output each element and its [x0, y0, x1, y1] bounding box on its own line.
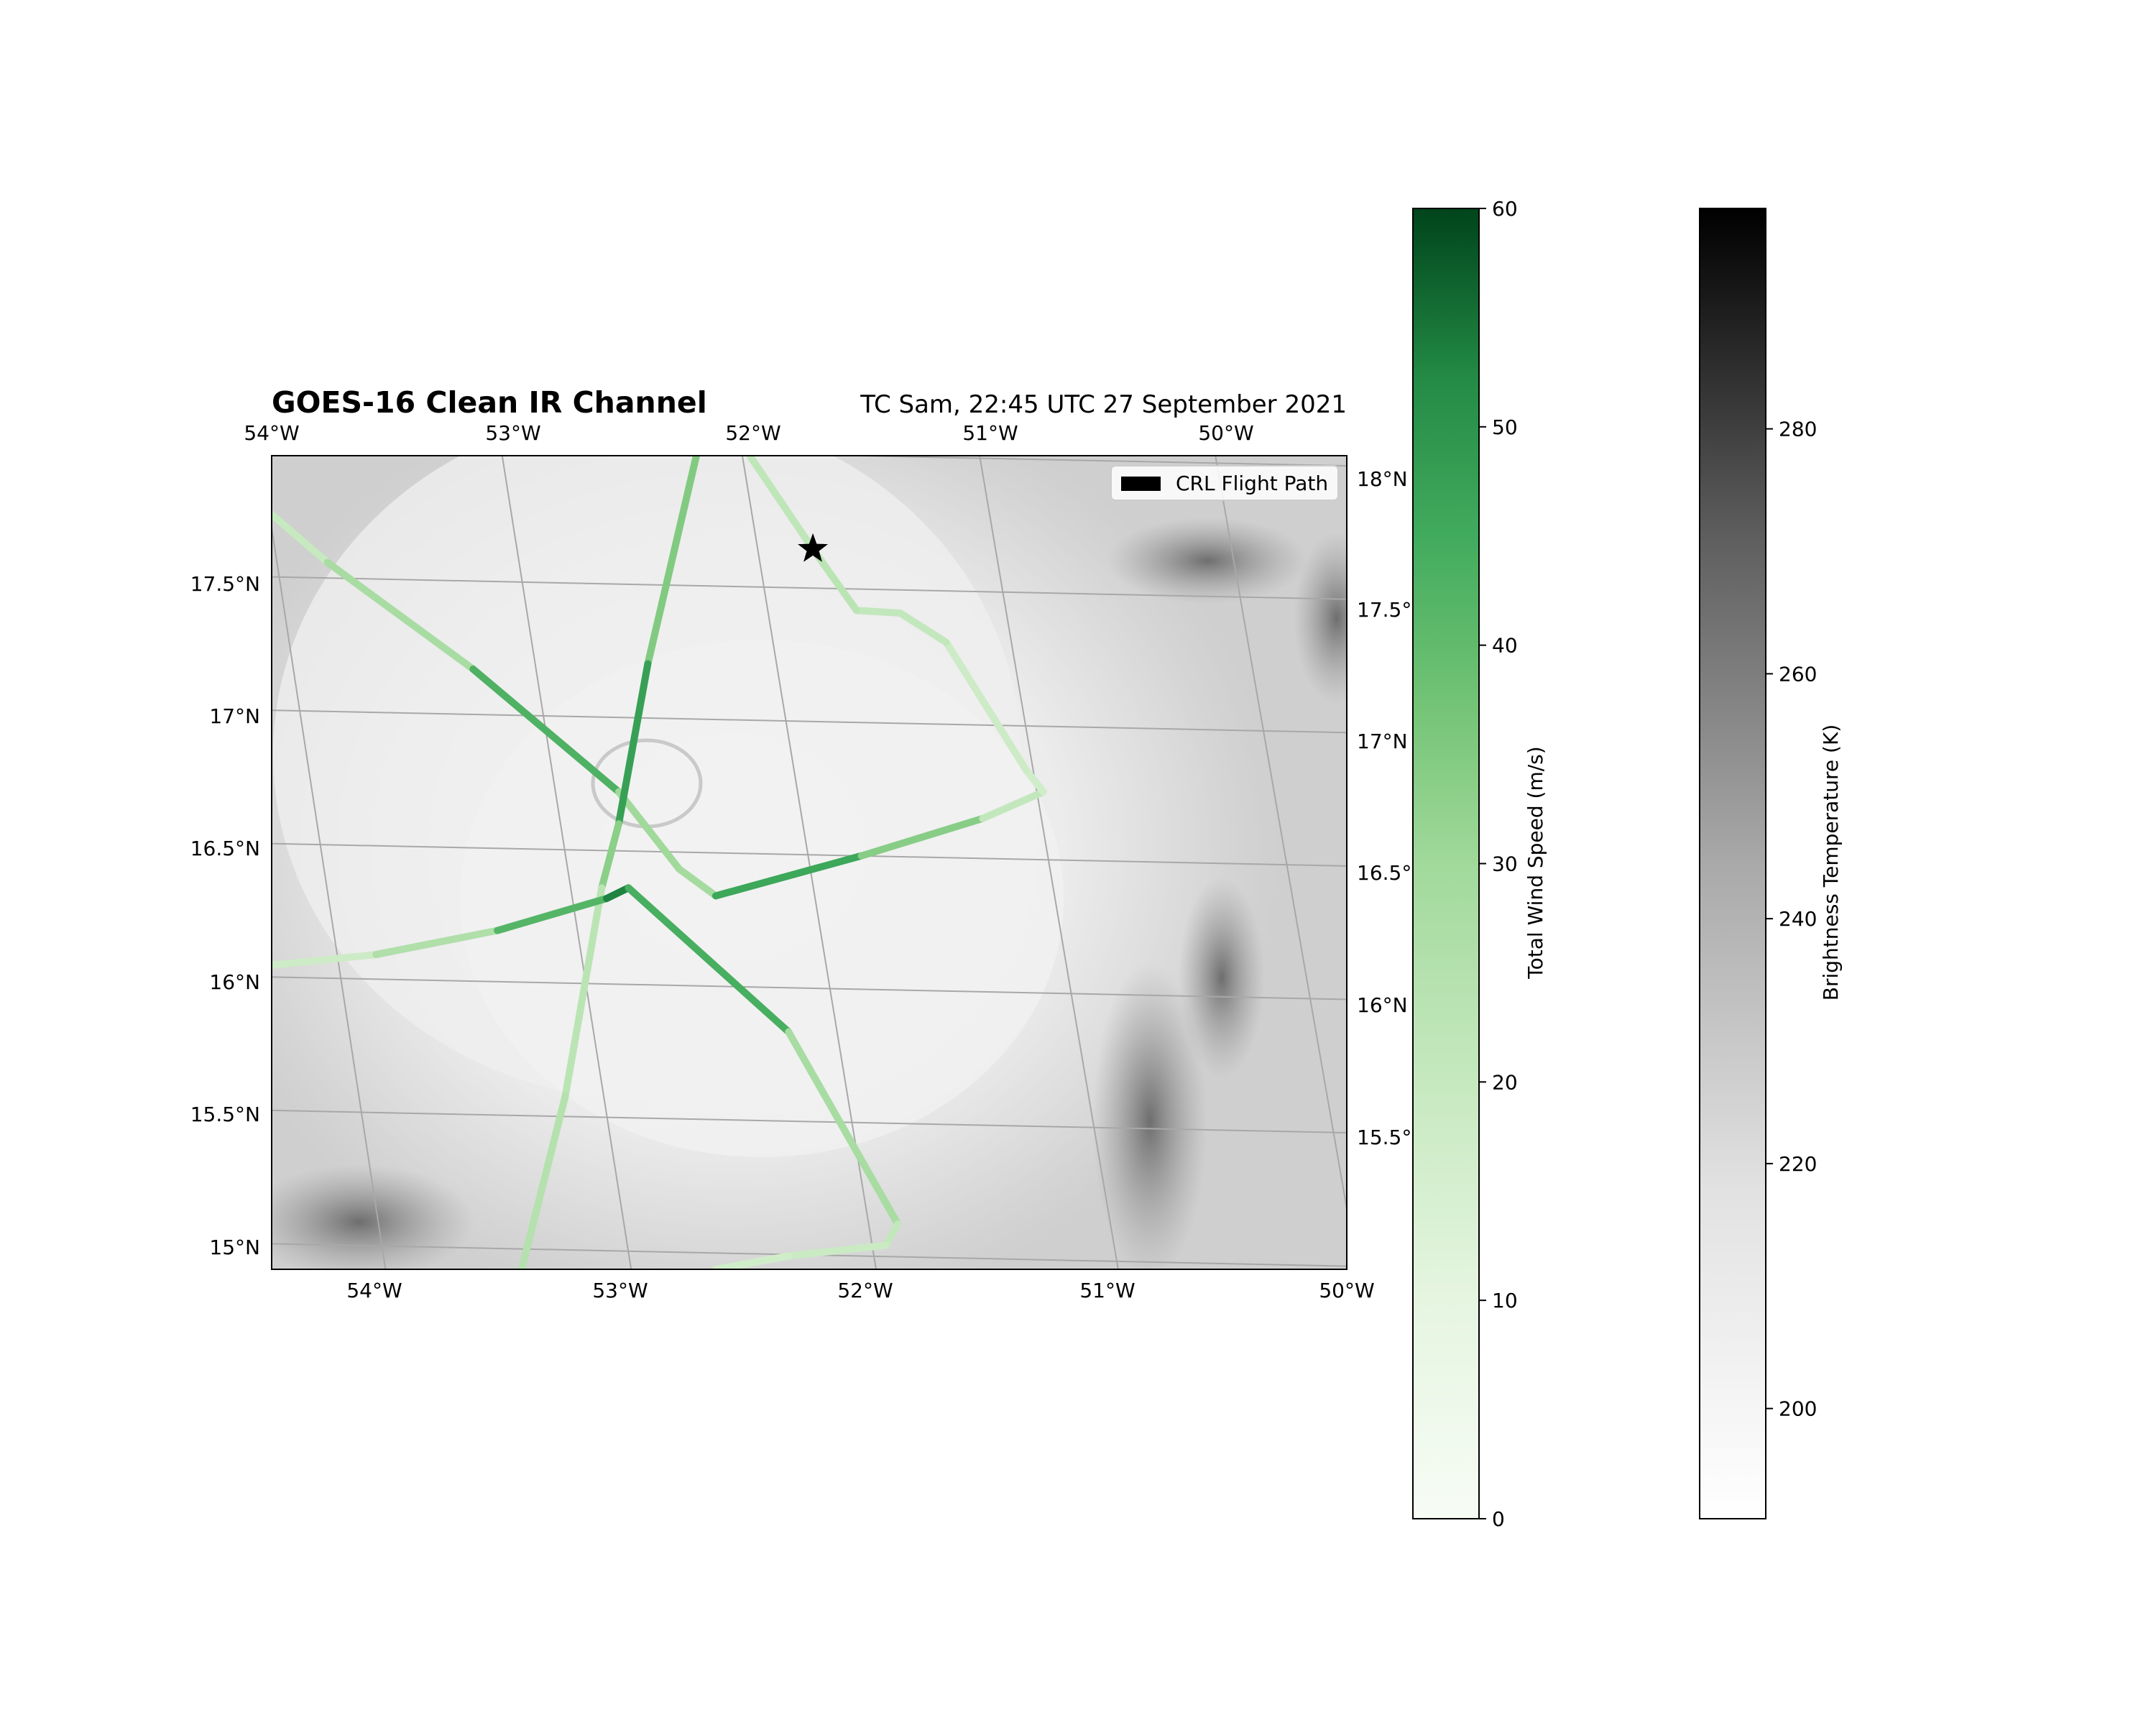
gridline — [1215, 456, 1347, 1213]
flight-track-segment — [711, 1252, 793, 1269]
gridline — [272, 842, 1347, 867]
colorbar-wind-speed: 60 50 40 30 20 10 0 Total Wind Speed (m/s) — [1412, 197, 1547, 1531]
tick-label: 16°N — [209, 970, 260, 994]
tick-label: 16.5°N — [190, 837, 260, 860]
gridline — [272, 1109, 1347, 1134]
colorbar-gradient — [1699, 208, 1766, 1519]
colorbar-tick-label: 240 — [1779, 907, 1817, 931]
colorbar-ticks: 280 260 240 220 200 — [1766, 418, 1817, 1421]
colorbar-label: Brightness Temperature (K) — [1819, 724, 1843, 1001]
tick-label: 50°W — [1319, 1279, 1374, 1302]
left-lat-ticks: 17.5°N 17°N 16.5°N 16°N 15.5°N 15°N — [190, 572, 260, 1259]
legend: CRL Flight Path — [1110, 465, 1339, 501]
star-marker — [798, 533, 828, 562]
tick-label: 16.5° — [1357, 861, 1411, 885]
chart-title: GOES-16 Clean IR Channel — [272, 385, 707, 420]
tick-label: 15.5° — [1357, 1126, 1411, 1149]
colorbar-tick-label: 280 — [1779, 418, 1817, 441]
chart-subtitle: TC Sam, 22:45 UTC 27 September 2021 — [860, 390, 1347, 419]
legend-swatch — [1121, 477, 1161, 491]
flight-track-segment — [614, 788, 683, 873]
tick-label: 52°W — [837, 1279, 893, 1302]
flight-track-segment — [625, 884, 793, 1036]
gridline — [272, 709, 1347, 734]
flight-track-segment — [372, 926, 502, 959]
tick-label: 16°N — [1357, 993, 1408, 1017]
gridline — [501, 456, 632, 1269]
flight-track-segment — [272, 510, 331, 566]
colorbar-tick-label: 60 — [1492, 197, 1518, 221]
flight-track-segment — [852, 607, 904, 617]
tick-label: 50°W — [1198, 421, 1253, 445]
flight-track-segment — [272, 951, 380, 969]
map-panel: CRL Flight Path 54°W 53°W 52°W 51°W 50°W… — [190, 421, 1412, 1302]
legend-label: CRL Flight Path — [1176, 472, 1328, 495]
flight-track-segment — [323, 558, 477, 673]
right-lat-ticks: 18°N 17.5° 17°N 16.5° 16°N 15.5° — [1357, 467, 1411, 1149]
tick-label: 51°W — [1079, 1279, 1135, 1302]
tick-label: 15°N — [209, 1236, 260, 1259]
flight-track-segment — [979, 788, 1047, 822]
tick-label: 17°N — [209, 704, 260, 728]
flight-track-segment — [857, 814, 987, 860]
tick-label: 17°N — [1357, 730, 1408, 753]
tick-label: 54°W — [346, 1279, 402, 1302]
top-lon-ticks: 54°W 53°W 52°W 51°W 50°W — [244, 421, 1253, 445]
tick-label: 54°W — [244, 421, 299, 445]
colorbar-tick-label: 220 — [1779, 1152, 1817, 1176]
gridline — [824, 456, 1347, 467]
flight-track-segment — [603, 884, 632, 903]
colorbar-tick-label: 50 — [1492, 415, 1518, 439]
flight-track — [272, 456, 1047, 1269]
colorbar-tick-label: 30 — [1492, 852, 1518, 876]
flight-track-segment — [494, 895, 611, 934]
flight-track-segment — [517, 1092, 569, 1269]
gridline — [272, 976, 1347, 1000]
map-frame — [271, 455, 1348, 1270]
flight-track-segment — [598, 820, 622, 892]
tick-label: 15.5°N — [190, 1103, 260, 1126]
tick-label: 17.5° — [1357, 598, 1411, 622]
colorbar-tick-label: 10 — [1492, 1289, 1518, 1312]
tick-label: 52°W — [725, 421, 780, 445]
flight-track-segment — [644, 456, 700, 668]
flight-track-segment — [882, 1220, 902, 1249]
colorbar-tick-label: 40 — [1492, 634, 1518, 658]
flight-track-segment — [676, 865, 719, 900]
gridline — [979, 456, 1119, 1269]
ir-imagery — [272, 456, 1347, 1269]
tick-label: 18°N — [1357, 467, 1408, 491]
tick-label: 17.5°N — [190, 572, 260, 596]
flight-track-segment — [1023, 766, 1047, 796]
colorbar-label: Total Wind Speed (m/s) — [1524, 746, 1547, 979]
gridline — [272, 576, 1347, 600]
colorbar-tick-label: 20 — [1492, 1070, 1518, 1094]
colorbar-tick-label: 200 — [1779, 1397, 1817, 1421]
bottom-lon-ticks: 54°W 53°W 52°W 51°W 50°W — [346, 1279, 1374, 1302]
colorbar-ticks: 60 50 40 30 20 10 0 — [1479, 197, 1518, 1531]
colorbar-tick-label: 260 — [1779, 662, 1817, 686]
flight-track-segment — [614, 660, 652, 828]
flight-track-segment — [746, 456, 817, 553]
flight-track-segment — [469, 665, 622, 796]
tick-label: 53°W — [592, 1279, 648, 1302]
colorbar-tick-label: 0 — [1492, 1507, 1505, 1531]
tick-label: 51°W — [962, 421, 1018, 445]
flight-track-segment — [942, 638, 1031, 774]
flight-track-segment — [896, 609, 950, 646]
tick-label: 53°W — [485, 421, 540, 445]
flight-track-segment — [711, 852, 865, 900]
flight-track-segment — [785, 1028, 902, 1228]
colorbar-brightness-temperature: 280 260 240 220 200 Brightness Temperature (… — [1699, 208, 1843, 1519]
flight-track-segment — [785, 1241, 890, 1260]
flight-track-segment — [561, 884, 606, 1100]
colorbar-gradient — [1412, 208, 1480, 1519]
